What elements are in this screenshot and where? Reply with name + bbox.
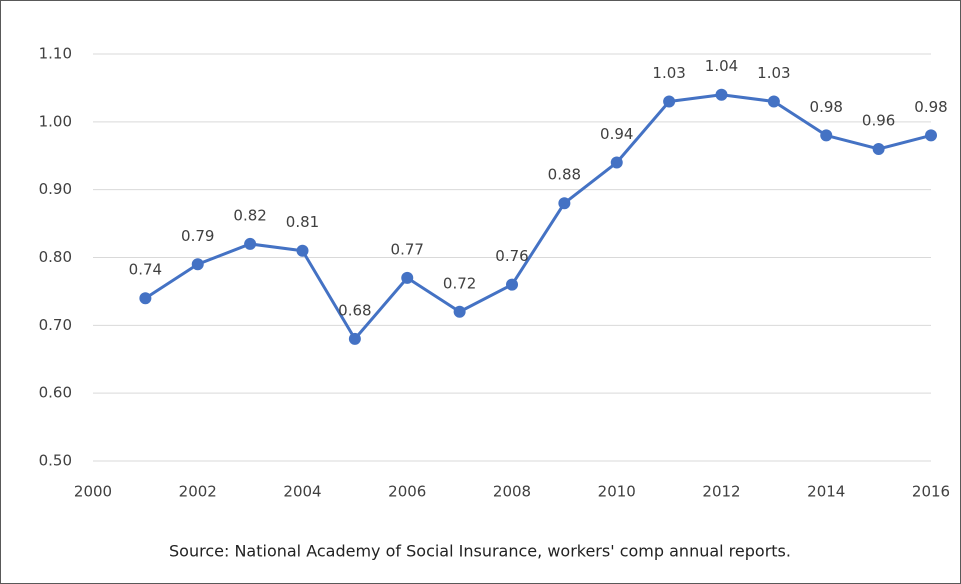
data-label: 0.77 — [391, 240, 424, 258]
data-label: 0.79 — [181, 227, 214, 245]
data-point — [191, 258, 204, 271]
data-point — [506, 278, 518, 291]
data-line — [144, 93, 932, 341]
data-point — [296, 244, 309, 257]
data-label: 0.94 — [600, 125, 633, 143]
data-point — [139, 292, 152, 305]
data-point — [925, 129, 937, 142]
data-label: 0.68 — [338, 301, 371, 319]
data-point — [244, 237, 257, 250]
data-label: 1.03 — [757, 64, 790, 82]
data-point — [767, 95, 780, 108]
data-point — [558, 197, 571, 210]
x-tick-label: 2010 — [598, 483, 636, 501]
data-label: 0.81 — [286, 213, 319, 231]
y-tick-label: 0.70 — [39, 316, 72, 334]
data-point — [715, 88, 728, 101]
x-tick-label: 2012 — [702, 483, 740, 501]
y-tick-label: 0.50 — [39, 452, 72, 470]
data-label: 0.76 — [495, 247, 528, 265]
data-point — [610, 156, 623, 169]
data-point — [820, 129, 833, 142]
source-note: Source: National Academy of Social Insur… — [169, 542, 791, 561]
data-point — [453, 305, 466, 318]
y-tick-label: 1.10 — [39, 45, 72, 63]
data-point — [348, 332, 361, 345]
y-tick-label: 0.90 — [39, 180, 72, 198]
x-tick-label: 2000 — [74, 483, 112, 501]
x-tick-label: 2002 — [179, 483, 217, 501]
data-label: 1.04 — [705, 57, 738, 75]
y-tick-label: 1.00 — [39, 112, 72, 130]
data-label: 0.82 — [233, 206, 266, 224]
x-tick-label: 2004 — [283, 483, 321, 501]
x-tick-label: 2016 — [912, 483, 950, 501]
y-tick-label: 0.60 — [39, 384, 72, 402]
x-tick-label: 2008 — [493, 483, 531, 501]
x-tick-label: 2014 — [807, 483, 845, 501]
data-label: 0.98 — [810, 98, 843, 116]
data-label: 0.96 — [862, 111, 895, 129]
data-label: 0.72 — [443, 274, 476, 292]
data-point — [663, 95, 676, 108]
data-point — [872, 142, 885, 155]
data-label: 0.88 — [548, 166, 581, 184]
data-point — [401, 271, 414, 284]
y-tick-label: 0.80 — [39, 248, 72, 266]
data-label: 0.98 — [914, 98, 947, 116]
data-label: 0.74 — [129, 261, 162, 279]
x-tick-label: 2006 — [388, 483, 426, 501]
data-label: 1.03 — [652, 64, 685, 82]
